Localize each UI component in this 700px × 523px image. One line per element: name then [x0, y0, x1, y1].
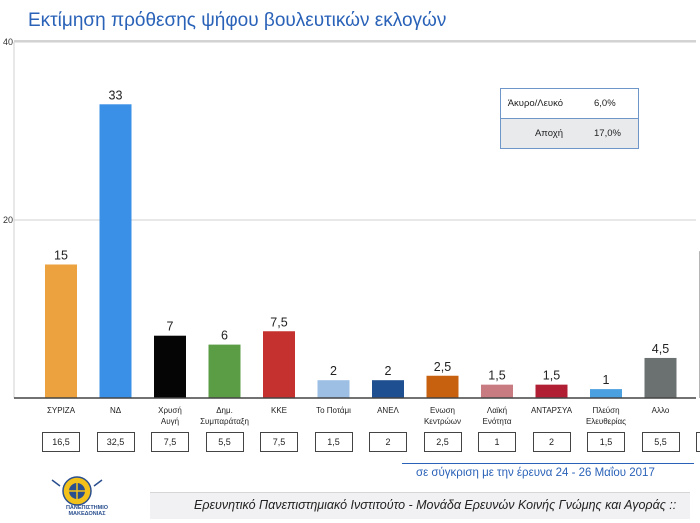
bar: [208, 344, 241, 398]
data-label: 7,5: [270, 315, 287, 329]
y-tick-label: 20: [3, 215, 13, 225]
comparison-value-box: 2,5: [423, 432, 462, 452]
data-label: 7: [167, 320, 174, 334]
footer-text: Ερευνητικό Πανεπιστημιακό Ινστιτούτο - Μ…: [194, 498, 677, 512]
category-label: ΣΥΡΙΖΑ: [47, 406, 76, 415]
title-underline: [14, 40, 696, 42]
category-label: Κεντρώων: [424, 417, 461, 426]
category-label: ΑΝΕΛ: [377, 406, 399, 415]
category-label: ΑΝΤΑΡΣΥΑ: [531, 406, 573, 415]
category-label: Δημ.: [216, 406, 233, 415]
data-label: 2,5: [434, 360, 451, 374]
bar: [481, 384, 513, 398]
y-tick-label: 40: [3, 37, 13, 47]
category-label: Αλλο: [652, 406, 670, 415]
category-label: Συμπαράταξη: [200, 417, 249, 426]
data-label: 4,5: [652, 342, 669, 356]
info-value: 17,0%: [594, 128, 621, 139]
comparison-note: σε σύγκριση με την έρευνα 24 - 26 Μαΐου …: [416, 467, 655, 479]
info-value: 6,0%: [594, 98, 616, 109]
comparison-value-box: 7,5: [260, 432, 298, 452]
comparison-value-box: 5,5: [641, 432, 680, 452]
data-label: 6: [221, 329, 228, 343]
bar: [154, 335, 186, 398]
data-label: 15: [54, 249, 68, 263]
bar: [535, 384, 568, 398]
data-label: 2: [330, 364, 337, 378]
comparison-value-box: 5,5: [205, 432, 244, 452]
info-label: Άκυρο/Λευκό: [507, 98, 563, 109]
logo-caption: ΠΑΝΕΠΙΣΤΗΜΙΟ ΜΑΚΕΔΟΝΙΑΣ: [65, 505, 109, 517]
comparison-value-box: 2: [532, 432, 571, 452]
bar: [372, 380, 404, 398]
vote-intention-chart: 20 40 15 ΣΥΡΙΖΑ 33 ΝΔ 7 Χρυσή Αυγή 6 Δημ. Συμπαράτα…: [3, 37, 700, 426]
data-label: 1,5: [488, 369, 505, 383]
data-label: 1: [603, 373, 610, 387]
comparison-value-box: 16,5: [42, 432, 80, 452]
comparison-value-box: 1: [478, 432, 516, 452]
info-box: Άκυρο/Λευκό 6,0% Αποχή 17,0%: [500, 88, 639, 149]
bar: [99, 104, 132, 399]
bar: [45, 264, 77, 398]
data-label: 33: [109, 88, 123, 102]
category-label: Ενότητα: [483, 417, 512, 426]
comparison-value-box: 32,5: [96, 432, 135, 452]
category-label: Χρυσή: [158, 406, 182, 415]
comparison-value-box: 14,5: [696, 432, 700, 452]
category-label: Πλεύση: [592, 406, 619, 415]
info-label: Αποχή: [534, 128, 563, 139]
university-logo-icon: [51, 476, 103, 506]
bar: [644, 357, 677, 398]
category-label: Ενωση: [430, 406, 455, 415]
category-label: Λαϊκή: [487, 406, 507, 415]
comparison-divider: [402, 463, 694, 464]
bar: [263, 331, 295, 398]
bar: [590, 389, 622, 398]
comparison-value-box: 2: [369, 432, 407, 452]
category-label: Ελευθερίας: [586, 417, 626, 426]
info-row-invalid: Άκυρο/Λευκό 6,0%: [501, 89, 638, 119]
footer-band: [150, 492, 690, 519]
page-title: Εκτίμηση πρόθεσης ψήφου βουλευτικών εκλο…: [28, 10, 447, 31]
data-label: 1,5: [543, 369, 560, 383]
info-row-abstention: Αποχή 17,0%: [501, 119, 638, 148]
comparison-value-box: 1,5: [314, 432, 353, 452]
category-label: ΚΚΕ: [271, 406, 287, 415]
comparison-value-box: 1,5: [587, 432, 625, 452]
category-label: Αυγή: [161, 417, 179, 426]
category-label: ΝΔ: [110, 406, 122, 415]
comparison-value-box: 7,5: [151, 432, 189, 452]
category-label: Το Ποτάμι: [316, 406, 351, 415]
bar: [426, 375, 459, 398]
bar: [317, 380, 350, 398]
data-label: 2: [385, 364, 392, 378]
